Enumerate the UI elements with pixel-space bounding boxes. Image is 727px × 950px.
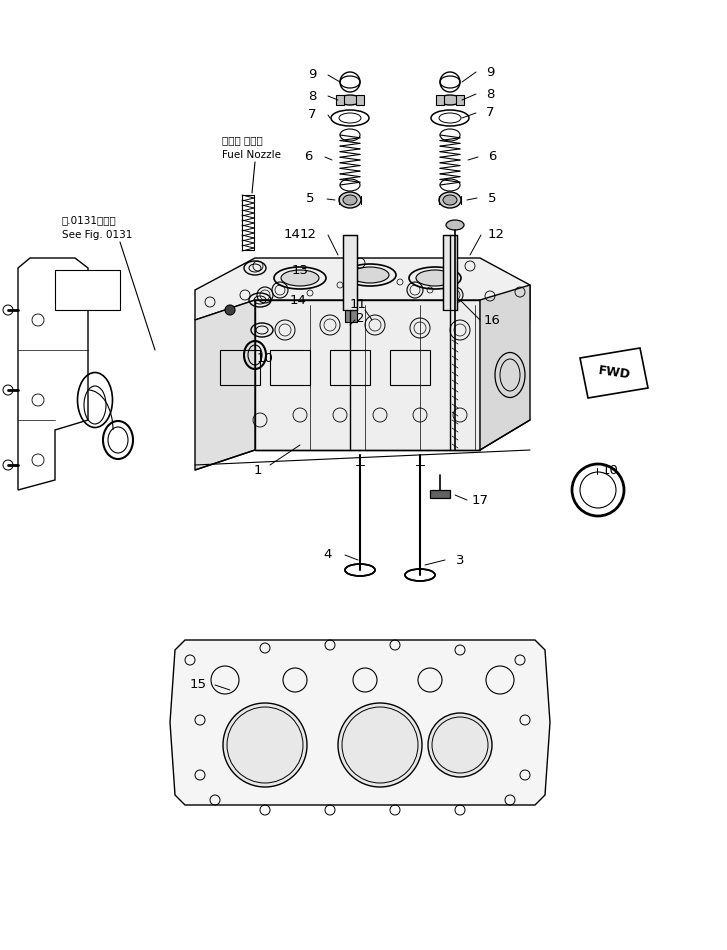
Text: 9: 9 — [486, 66, 494, 79]
Text: 6: 6 — [488, 150, 497, 163]
Text: 8: 8 — [308, 89, 316, 103]
Polygon shape — [170, 640, 550, 805]
Ellipse shape — [416, 270, 454, 286]
Ellipse shape — [439, 95, 461, 105]
Circle shape — [3, 460, 13, 470]
Ellipse shape — [339, 95, 361, 105]
Text: 12: 12 — [488, 229, 505, 241]
Circle shape — [3, 305, 13, 315]
Circle shape — [338, 703, 422, 787]
Bar — [430, 490, 450, 498]
Text: 第.0131図参照: 第.0131図参照 — [62, 215, 117, 225]
Ellipse shape — [351, 267, 389, 283]
Text: 13: 13 — [292, 263, 308, 276]
Polygon shape — [580, 348, 648, 398]
Ellipse shape — [343, 195, 357, 205]
Text: 1: 1 — [254, 464, 262, 477]
Text: 4: 4 — [324, 548, 332, 561]
Polygon shape — [18, 258, 88, 490]
Text: 15: 15 — [190, 678, 206, 692]
Text: 10: 10 — [257, 352, 273, 365]
Ellipse shape — [405, 569, 435, 581]
Polygon shape — [480, 285, 530, 450]
Text: 7: 7 — [308, 108, 316, 122]
Ellipse shape — [446, 220, 464, 230]
Polygon shape — [195, 258, 530, 320]
Text: 5: 5 — [488, 192, 497, 204]
Text: 9: 9 — [308, 68, 316, 82]
Ellipse shape — [443, 195, 457, 205]
Circle shape — [3, 385, 13, 395]
Circle shape — [225, 305, 235, 315]
Bar — [270, 350, 310, 385]
Text: 7: 7 — [486, 106, 494, 120]
Text: 2: 2 — [356, 312, 364, 325]
Ellipse shape — [439, 192, 461, 208]
Text: FWD: FWD — [597, 364, 631, 382]
Text: 16: 16 — [483, 314, 500, 327]
Polygon shape — [255, 300, 480, 450]
Bar — [356, 95, 364, 105]
Bar — [390, 350, 430, 385]
Text: 3: 3 — [456, 554, 465, 566]
Text: 5: 5 — [306, 193, 314, 205]
Bar — [443, 235, 457, 310]
Circle shape — [428, 713, 492, 777]
Bar — [343, 235, 357, 310]
Text: Fuel Nozzle: Fuel Nozzle — [222, 150, 281, 160]
Polygon shape — [195, 300, 255, 470]
Text: 10: 10 — [601, 464, 619, 477]
Text: フェル ノズル: フェル ノズル — [222, 135, 262, 145]
Text: 14: 14 — [284, 229, 300, 241]
Text: See Fig. 0131: See Fig. 0131 — [62, 230, 132, 240]
Bar — [436, 95, 444, 105]
Circle shape — [223, 703, 307, 787]
Bar — [336, 95, 344, 105]
Text: 12: 12 — [300, 229, 316, 241]
Bar — [220, 350, 260, 385]
Ellipse shape — [345, 564, 375, 576]
Ellipse shape — [281, 270, 319, 286]
Polygon shape — [55, 270, 120, 310]
Bar — [330, 350, 370, 385]
Text: 14: 14 — [289, 294, 307, 307]
Text: 6: 6 — [304, 150, 312, 163]
Text: 17: 17 — [472, 493, 489, 506]
Text: 11: 11 — [350, 298, 366, 312]
Bar — [345, 310, 357, 322]
Text: 8: 8 — [486, 87, 494, 101]
Ellipse shape — [339, 192, 361, 208]
Bar — [456, 95, 464, 105]
